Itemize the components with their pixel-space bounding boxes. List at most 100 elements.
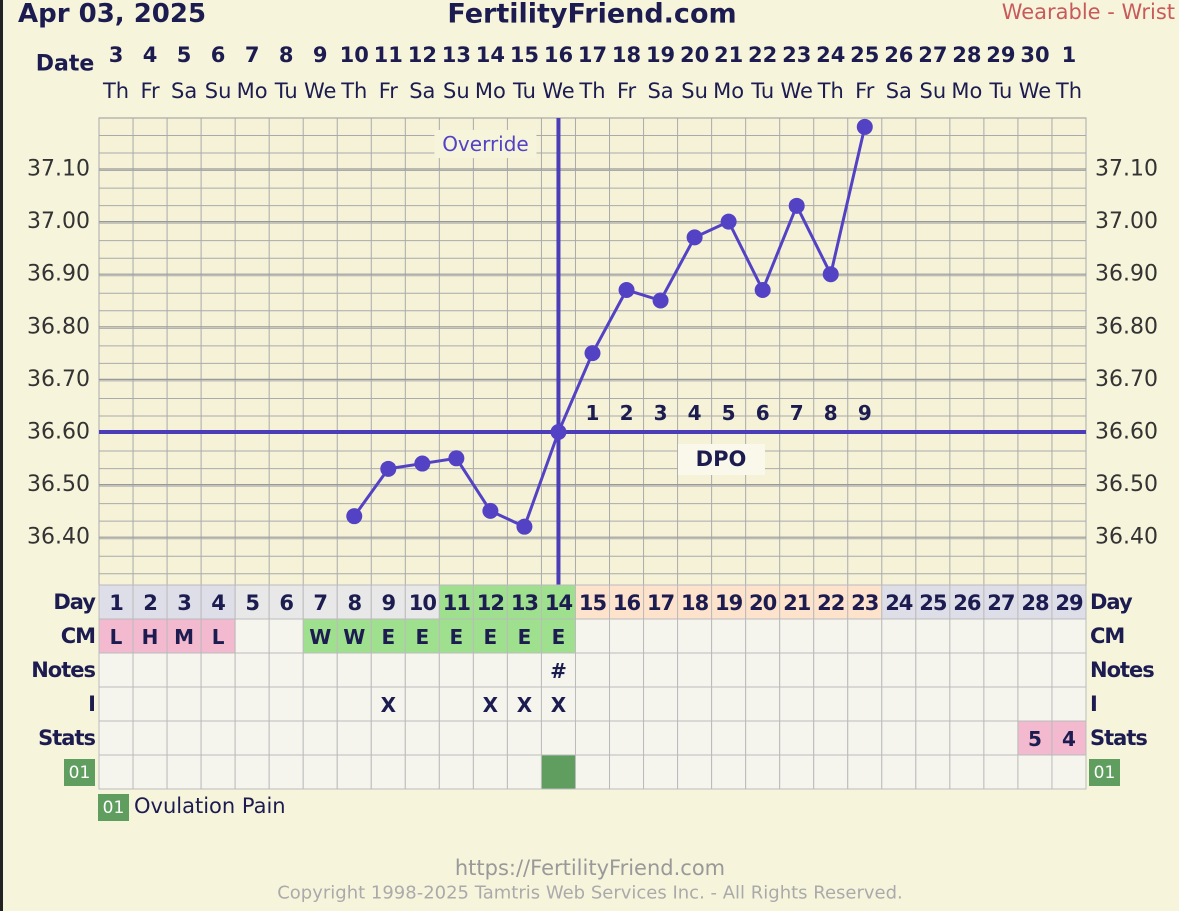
table-cell	[98, 584, 134, 620]
weekday-label: Mo	[713, 79, 744, 103]
pain-cell	[404, 754, 440, 790]
cm-cell-text: M	[174, 625, 194, 649]
table-cell	[983, 686, 1019, 722]
day-cell-text: 28	[1021, 591, 1049, 615]
y-tick-label-right: 37.00	[1095, 209, 1158, 234]
temperature-point	[516, 518, 533, 535]
weekday-label: Th	[1055, 79, 1082, 103]
day-cell-text: 24	[885, 591, 913, 615]
day-cell-text: 22	[817, 591, 844, 615]
cm-cell-text: W	[309, 625, 331, 649]
table-cell	[574, 652, 611, 688]
table-cell	[574, 720, 611, 756]
table-cell	[268, 686, 304, 722]
table-cell	[472, 720, 508, 756]
table-cell	[847, 618, 883, 654]
day-cell-text: 16	[613, 591, 641, 615]
table-cell	[643, 720, 679, 756]
table-cell	[949, 720, 985, 756]
day-cell-text: 17	[647, 591, 674, 615]
x-tick-label: 3	[109, 43, 124, 67]
table-cell	[813, 584, 849, 620]
temperature-point	[482, 502, 499, 519]
temperature-point	[788, 197, 805, 214]
day-cell-text: 5	[245, 591, 259, 615]
pain-cell	[132, 754, 168, 790]
table-cell	[370, 686, 406, 722]
x-tick-label: 15	[510, 43, 539, 67]
stats-cell-text: 4	[1062, 727, 1076, 751]
day-cell-text: 4	[211, 591, 225, 615]
row-label-right: Stats	[1090, 726, 1147, 750]
table-cell	[132, 652, 168, 688]
table-cell	[1051, 618, 1087, 654]
temperature-point	[652, 292, 669, 309]
pain-cell	[200, 754, 236, 790]
temperature-point	[584, 345, 601, 362]
temperature-point	[448, 450, 465, 467]
table-cell	[98, 686, 134, 722]
cm-cell-text: L	[212, 625, 225, 649]
weekday-label: Mo	[951, 79, 982, 103]
table-cell	[438, 618, 474, 654]
x-tick-label: 29	[986, 43, 1015, 67]
cm-cell-text: E	[381, 625, 395, 649]
table-cell	[370, 652, 406, 688]
day-cell-text: 26	[953, 591, 981, 615]
table-cell	[132, 618, 168, 654]
table-cell	[268, 618, 304, 654]
table-cell	[813, 652, 849, 688]
table-cell	[200, 618, 236, 654]
table-cell	[949, 686, 985, 722]
table-cell	[438, 652, 474, 688]
pain-legend-code: 01	[103, 798, 125, 818]
table-cell	[881, 584, 917, 620]
table-cell	[1051, 686, 1087, 722]
table-cell	[677, 652, 713, 688]
table-cell	[166, 618, 202, 654]
table-cell	[677, 720, 713, 756]
intercourse-cell-text: X	[517, 693, 533, 717]
table-cell	[540, 720, 576, 756]
day-cell-text: 23	[851, 591, 878, 615]
table-cell	[813, 720, 849, 756]
pain-cell	[574, 754, 611, 790]
dpo-number: 5	[722, 401, 736, 425]
x-tick-label: 19	[646, 43, 675, 67]
left-border	[0, 0, 3, 911]
table-cell	[438, 686, 474, 722]
y-tick-label-right: 36.40	[1095, 525, 1158, 550]
temperature-point	[550, 424, 567, 440]
x-tick-label: 14	[476, 43, 505, 67]
table-cell	[336, 618, 372, 654]
weekday-label: We	[304, 79, 336, 103]
dpo-number: 1	[586, 401, 600, 425]
pain-legend-label: Ovulation Pain	[134, 794, 286, 818]
temperature-point	[414, 455, 431, 472]
table-cell	[302, 652, 338, 688]
day-cell-text: 11	[443, 591, 471, 615]
x-axis-label: Date	[36, 52, 95, 77]
table-cell	[643, 584, 679, 620]
y-tick-label-right: 36.60	[1095, 420, 1158, 445]
y-tick-label-right: 36.50	[1095, 472, 1158, 497]
table-cell	[540, 652, 576, 688]
table-cell	[711, 618, 747, 654]
temperature-point	[822, 266, 839, 283]
table-cell	[302, 686, 338, 722]
row-label: Notes	[31, 658, 95, 682]
table-cell	[983, 584, 1019, 620]
day-cell-text: 21	[783, 591, 811, 615]
table-cell	[268, 720, 304, 756]
pain-cell	[609, 754, 645, 790]
weekday-label: Su	[920, 79, 947, 103]
weekday-label: Tu	[988, 79, 1012, 103]
pain-cell	[1017, 754, 1053, 790]
day-cell-text: 18	[681, 591, 709, 615]
x-tick-label: 20	[680, 43, 709, 67]
pain-cell	[847, 754, 883, 790]
table-cell	[438, 720, 474, 756]
x-tick-label: 1	[1062, 43, 1077, 67]
pain-cell	[370, 754, 406, 790]
